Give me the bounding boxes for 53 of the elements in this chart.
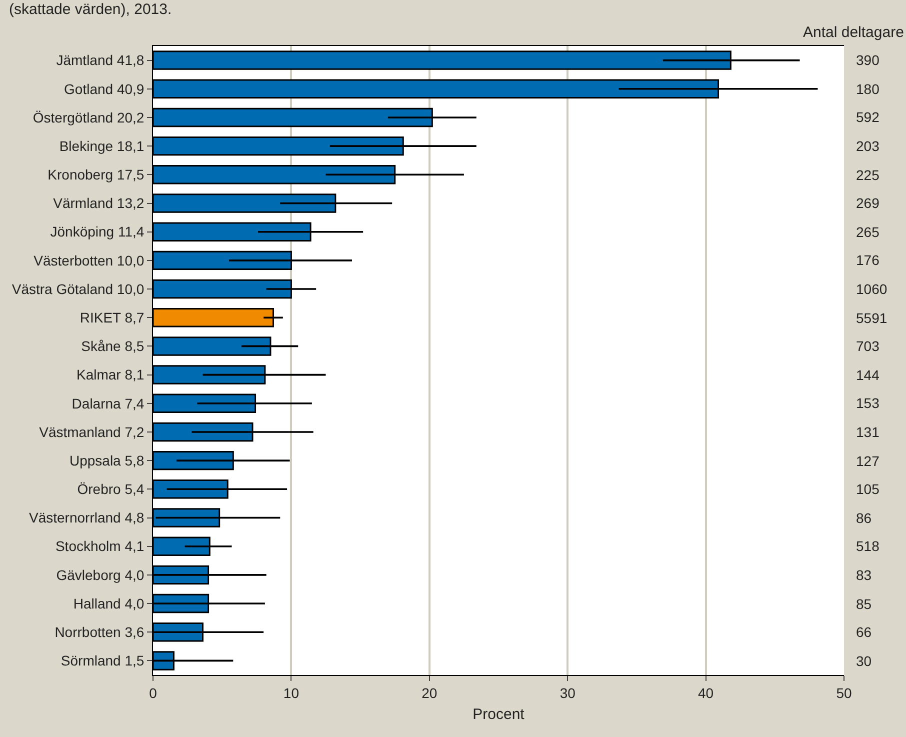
y-tick-label: Värmland 13,2 <box>53 195 144 212</box>
y-tick-label: Blekinge 18,1 <box>59 138 144 154</box>
y-tick-label: Västerbotten 10,0 <box>34 252 144 268</box>
y-tick-label: Sörmland 1,5 <box>60 652 144 669</box>
y-tick-label: Skåne 8,5 <box>81 338 144 354</box>
y-tick-label: Kalmar 8,1 <box>76 366 144 383</box>
text: 127 <box>856 453 880 469</box>
text: 153 <box>856 395 880 411</box>
y-tick-label: Östergötland 20,2 <box>32 109 144 126</box>
x-tick-label: 40 <box>698 684 714 701</box>
y-tick-label: Västernorrland 4,8 <box>29 510 144 526</box>
text: 518 <box>856 538 880 554</box>
y-tick-label: Kronoberg 17,5 <box>48 166 144 183</box>
text: 83 <box>856 567 872 583</box>
y-tick-label: Västmanland 7,2 <box>39 424 144 440</box>
text: 269 <box>856 195 880 211</box>
text: 85 <box>856 596 872 612</box>
y-tick-label: Jämtland 41,8 <box>56 52 144 68</box>
text: 105 <box>856 481 880 497</box>
text: 225 <box>856 167 880 183</box>
text: 1060 <box>856 281 888 297</box>
text: 592 <box>856 109 880 125</box>
y-tick-label: Norrbotten 3,6 <box>54 624 144 640</box>
text: 30 <box>856 653 872 669</box>
y-tick-label: Halland 4,0 <box>73 595 144 612</box>
text: 176 <box>856 252 880 268</box>
y-tick-label: Uppsala 5,8 <box>69 452 144 468</box>
text: 703 <box>856 338 880 354</box>
x-tick-label: 30 <box>560 684 576 701</box>
x-axis-title: Procent <box>472 706 526 723</box>
chart-title: (skattade värden), 2013. <box>9 1 172 18</box>
y-tick-label: RIKET 8,7 <box>80 310 144 326</box>
text: 180 <box>856 81 880 97</box>
y-tick-label: Stockholm 4,1 <box>55 538 144 554</box>
text: Antal deltagare <box>803 24 904 41</box>
x-tick-label: 0 <box>149 684 158 701</box>
text: 265 <box>856 224 880 240</box>
y-tick-label: Gotland 40,9 <box>64 80 144 97</box>
text: 86 <box>856 510 872 526</box>
y-tick-label: Jönköping 11,4 <box>50 224 144 240</box>
y-tick-label: Dalarna 7,4 <box>72 395 144 412</box>
y-tick-label: Gävleborg 4,0 <box>56 566 144 583</box>
text: 5591 <box>856 310 888 326</box>
x-tick-label: 50 <box>836 684 852 701</box>
y-tick-label: Västra Götaland 10,0 <box>12 280 144 297</box>
text: 390 <box>856 52 880 68</box>
x-tick-label: 20 <box>422 684 438 701</box>
text: 66 <box>856 624 872 640</box>
text: 131 <box>856 424 880 440</box>
y-tick-label: Örebro 5,4 <box>77 481 144 498</box>
text: 144 <box>856 367 880 383</box>
text: 203 <box>856 138 880 154</box>
x-tick-label: 10 <box>283 684 300 701</box>
